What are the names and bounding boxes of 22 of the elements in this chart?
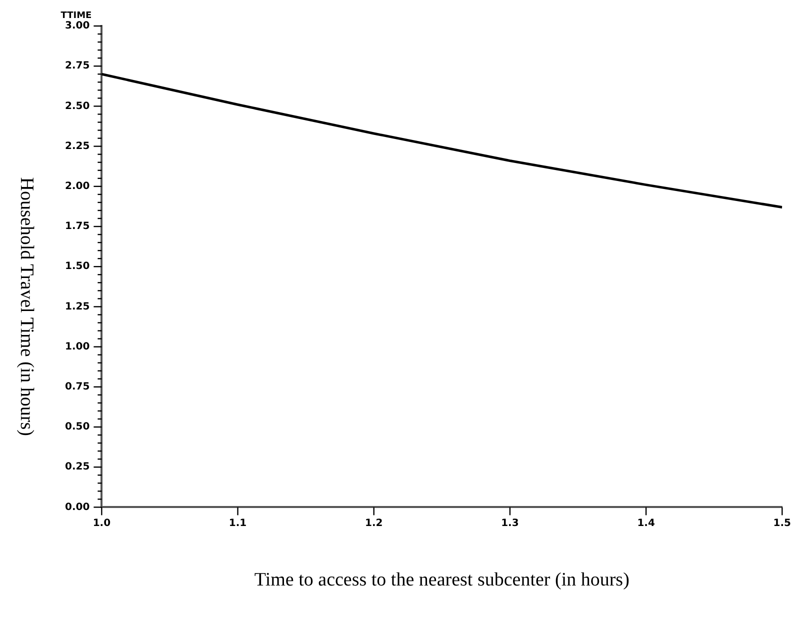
x-tick-label: 1.3 — [501, 518, 519, 529]
y-tick-label: 2.25 — [64, 140, 90, 152]
y-tick-label: 0.75 — [64, 381, 90, 392]
y-axis-title: Household Travel Time (in hours) — [16, 177, 38, 436]
x-tick-label: 1.2 — [365, 518, 383, 529]
y-tick-label: 2.75 — [64, 60, 90, 72]
x-tick-label: 1.0 — [92, 518, 111, 529]
y-tick-label: 0.00 — [64, 502, 90, 513]
y-tick-label: 2.50 — [64, 100, 90, 112]
y-tick-label: 1.25 — [64, 301, 90, 312]
text: TTIME — [60, 10, 92, 21]
y-tick-label: 1.75 — [64, 221, 90, 232]
y-tick-label: 1.00 — [64, 341, 90, 352]
y-tick-label: 2.00 — [64, 180, 90, 192]
y-tick-label: 0.50 — [64, 422, 90, 433]
y-tick-label: 3.00 — [64, 20, 90, 32]
x-tick-label: 1.1 — [228, 518, 247, 529]
y-tick-label: 1.50 — [64, 261, 90, 272]
x-tick-label: 1.5 — [773, 518, 792, 529]
x-tick-label: 1.4 — [637, 518, 655, 529]
x-axis-title: Time to access to the nearest subcenter (in hours) — [254, 570, 630, 591]
y-tick-label: 0.25 — [64, 462, 90, 473]
